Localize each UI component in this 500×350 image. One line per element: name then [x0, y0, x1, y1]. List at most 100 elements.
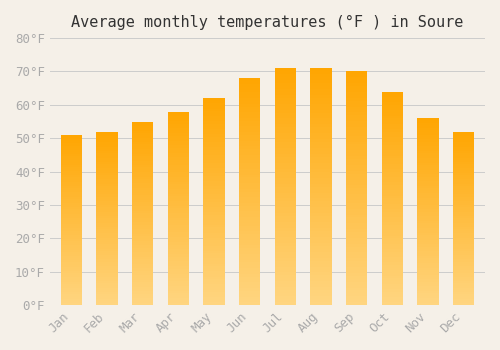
- Bar: [453, 238, 474, 240]
- Bar: [453, 158, 474, 160]
- Bar: [132, 250, 154, 252]
- Bar: [96, 205, 118, 208]
- Bar: [417, 237, 438, 240]
- Bar: [96, 236, 118, 238]
- Bar: [274, 216, 296, 219]
- Bar: [203, 183, 224, 186]
- Bar: [132, 128, 154, 131]
- Bar: [96, 273, 118, 275]
- Bar: [417, 146, 438, 148]
- Bar: [346, 273, 368, 276]
- Bar: [239, 200, 260, 203]
- Bar: [60, 260, 82, 262]
- Bar: [310, 127, 332, 130]
- Bar: [417, 219, 438, 221]
- Bar: [382, 265, 403, 268]
- Bar: [168, 136, 189, 138]
- Bar: [417, 233, 438, 235]
- Bar: [203, 163, 224, 166]
- Bar: [417, 303, 438, 305]
- Bar: [346, 124, 368, 127]
- Bar: [132, 149, 154, 151]
- Bar: [274, 163, 296, 166]
- Bar: [310, 130, 332, 133]
- Bar: [417, 155, 438, 158]
- Bar: [382, 110, 403, 113]
- Bar: [382, 97, 403, 99]
- Bar: [274, 190, 296, 193]
- Bar: [382, 262, 403, 265]
- Bar: [239, 112, 260, 115]
- Bar: [203, 176, 224, 178]
- Bar: [239, 158, 260, 160]
- Bar: [168, 250, 189, 252]
- Bar: [168, 220, 189, 223]
- Bar: [168, 198, 189, 201]
- Bar: [239, 262, 260, 265]
- Bar: [310, 213, 332, 216]
- Bar: [168, 223, 189, 225]
- Bar: [453, 296, 474, 299]
- Bar: [96, 246, 118, 248]
- Bar: [60, 195, 82, 197]
- Bar: [346, 287, 368, 290]
- Bar: [310, 249, 332, 252]
- Bar: [382, 91, 403, 94]
- Bar: [417, 188, 438, 191]
- Bar: [203, 116, 224, 119]
- Bar: [346, 104, 368, 106]
- Bar: [168, 124, 189, 126]
- Bar: [239, 231, 260, 234]
- Bar: [382, 246, 403, 249]
- Bar: [346, 89, 368, 92]
- Bar: [239, 257, 260, 260]
- Bar: [132, 252, 154, 254]
- Bar: [132, 206, 154, 209]
- Bar: [310, 139, 332, 142]
- Bar: [60, 186, 82, 188]
- Bar: [382, 140, 403, 142]
- Bar: [346, 235, 368, 238]
- Bar: [453, 231, 474, 233]
- Bar: [274, 124, 296, 127]
- Bar: [168, 281, 189, 283]
- Bar: [382, 294, 403, 297]
- Bar: [453, 192, 474, 195]
- Bar: [203, 238, 224, 240]
- Bar: [168, 184, 189, 187]
- Bar: [310, 163, 332, 166]
- Bar: [132, 211, 154, 213]
- Bar: [96, 170, 118, 173]
- Bar: [60, 229, 82, 231]
- Bar: [239, 101, 260, 104]
- Bar: [239, 294, 260, 296]
- Bar: [168, 252, 189, 254]
- Bar: [417, 160, 438, 162]
- Bar: [96, 186, 118, 188]
- Bar: [132, 291, 154, 294]
- Bar: [274, 281, 296, 284]
- Bar: [382, 134, 403, 137]
- Bar: [310, 160, 332, 163]
- Bar: [382, 268, 403, 270]
- Bar: [382, 257, 403, 260]
- Bar: [453, 253, 474, 255]
- Bar: [203, 295, 224, 297]
- Bar: [168, 153, 189, 155]
- Bar: [382, 107, 403, 110]
- Bar: [203, 228, 224, 230]
- Bar: [96, 266, 118, 268]
- Bar: [239, 132, 260, 135]
- Bar: [453, 262, 474, 264]
- Bar: [168, 235, 189, 237]
- Bar: [346, 250, 368, 252]
- Bar: [96, 296, 118, 299]
- Bar: [310, 275, 332, 278]
- Bar: [203, 134, 224, 137]
- Bar: [239, 234, 260, 237]
- Bar: [274, 110, 296, 113]
- Bar: [346, 92, 368, 95]
- Bar: [310, 299, 332, 302]
- Bar: [60, 218, 82, 220]
- Bar: [60, 211, 82, 214]
